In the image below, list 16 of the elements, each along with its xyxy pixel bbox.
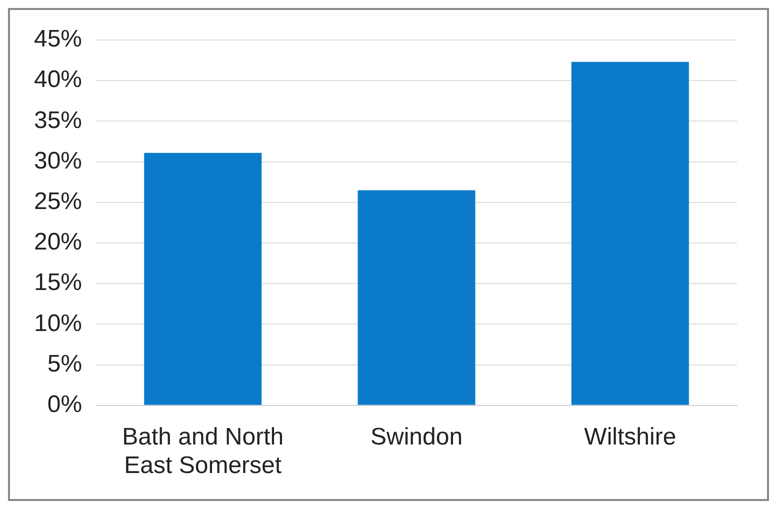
y-tick-label: 0% — [47, 391, 82, 418]
y-tick-label: 45% — [34, 26, 82, 53]
bar — [144, 152, 262, 405]
bar — [571, 62, 689, 405]
y-tick-label: 35% — [34, 106, 82, 134]
y-tick-label: 15% — [34, 269, 82, 296]
x-tick-label: Bath and North East Somerset — [122, 423, 284, 480]
y-tick-label: 20% — [34, 228, 82, 256]
bar — [358, 190, 476, 405]
y-tick-label: 25% — [34, 188, 82, 216]
y-tick-label: 40% — [34, 66, 82, 94]
y-tick-label: 30% — [34, 147, 82, 174]
y-tick-label: 5% — [47, 350, 82, 378]
x-tick-label: Wiltshire — [584, 423, 676, 450]
y-tick-label: 10% — [34, 310, 82, 337]
x-tick-label: Swindon — [370, 423, 463, 450]
